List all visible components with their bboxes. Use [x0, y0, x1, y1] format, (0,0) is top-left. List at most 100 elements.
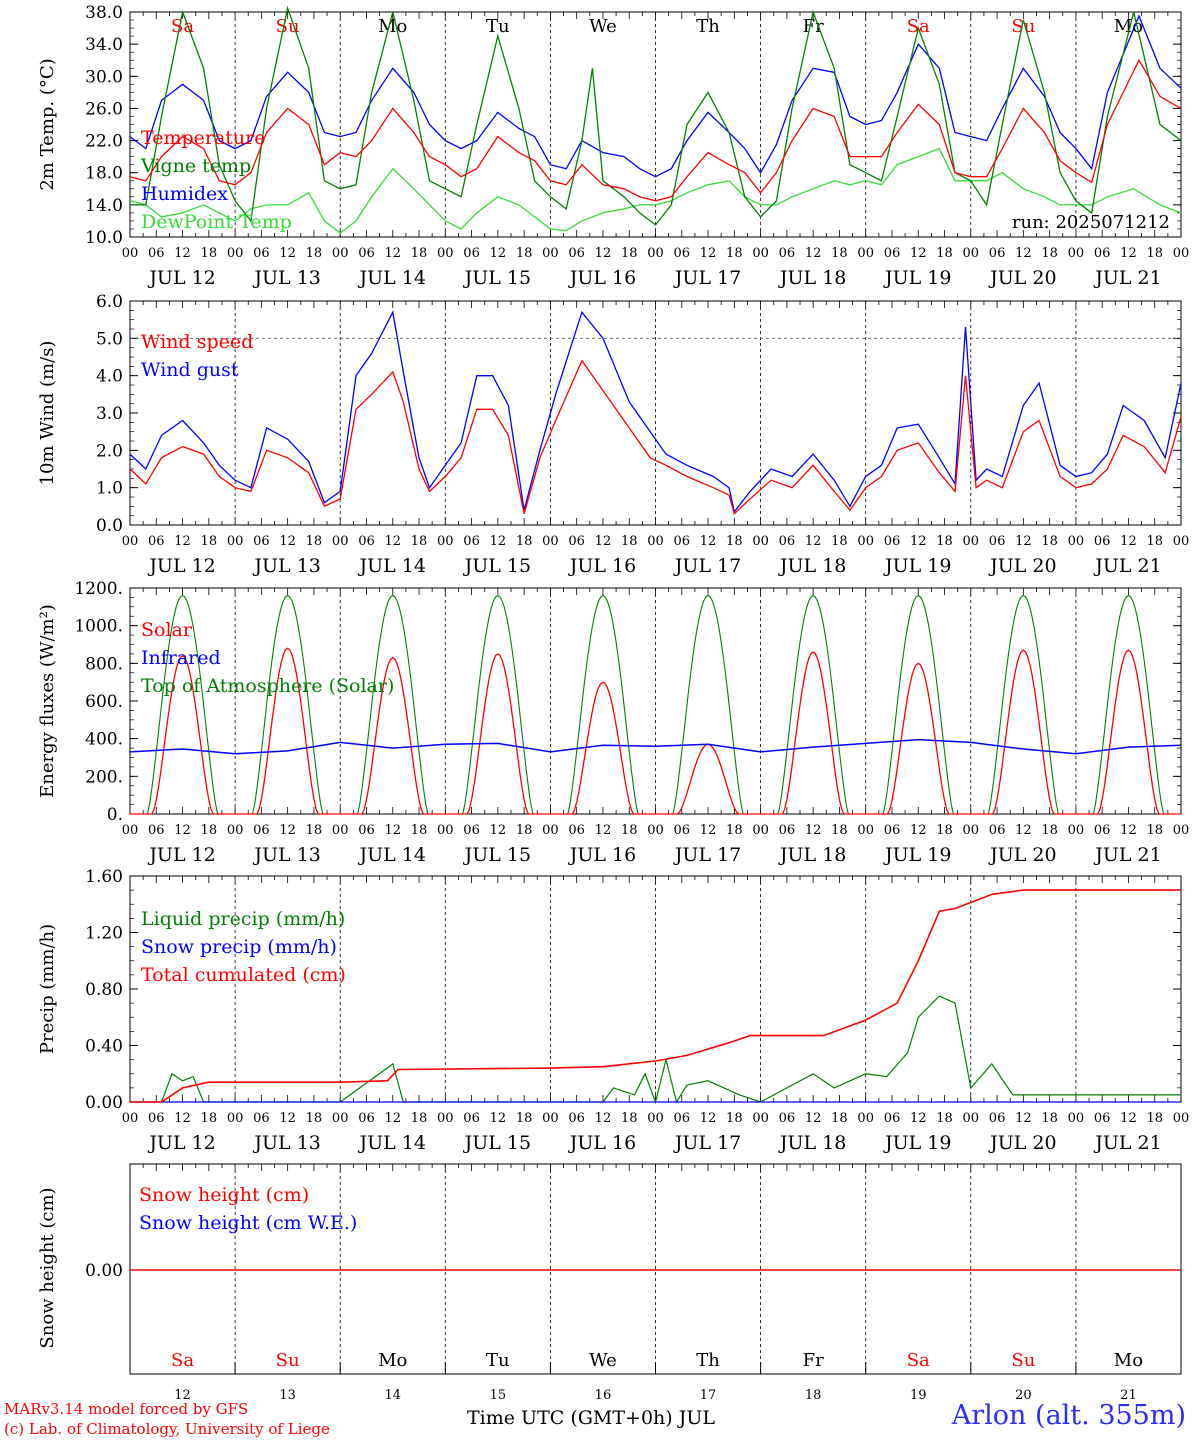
- hour-label: 06: [358, 534, 375, 549]
- weekday-label: We: [589, 1350, 617, 1371]
- hour-label: 06: [674, 246, 691, 261]
- date-label: JUL 15: [463, 555, 531, 577]
- hour-label: 00: [752, 1111, 769, 1126]
- hour-label: 00: [857, 246, 874, 261]
- hour-label: 06: [463, 1111, 480, 1126]
- hour-label: 00: [332, 1111, 349, 1126]
- hour-label: 00: [752, 246, 769, 261]
- legend-entry: Snow height (cm): [139, 1184, 309, 1206]
- date-label: JUL 14: [358, 844, 426, 866]
- weekday-label: Su: [1011, 1350, 1035, 1371]
- date-label: JUL 17: [673, 267, 741, 289]
- y-tick-label: 200.: [85, 767, 123, 787]
- date-label: JUL 13: [252, 1132, 320, 1154]
- series-solar-day: [1075, 649, 1181, 815]
- y-tick-label: 38.0: [85, 3, 123, 23]
- hour-label: 18: [726, 534, 743, 549]
- hour-label: 18: [621, 1111, 638, 1126]
- date-label: JUL 18: [778, 555, 846, 577]
- run-label: run: 2025071212: [1012, 212, 1170, 233]
- date-label: JUL 15: [463, 1132, 531, 1154]
- panel-5: 0.00 Snow height (cm) Snow height (cm) Snow…: [37, 1163, 1182, 1429]
- series-wind-speed: [129, 359, 1182, 516]
- hour-label: 06: [779, 1111, 796, 1126]
- date-label: JUL 21: [1093, 844, 1161, 866]
- hour-label: 18: [516, 823, 533, 838]
- date-label: JUL 19: [883, 1132, 951, 1154]
- hour-label: 18: [936, 1111, 953, 1126]
- y-axis-title: 2m Temp. (°C): [37, 58, 58, 190]
- weekday-label: Su: [276, 16, 300, 37]
- hour-label: 18: [516, 246, 533, 261]
- hour-label: 06: [674, 1111, 691, 1126]
- hour-label: 18: [201, 1111, 218, 1126]
- hour-label: 12: [805, 534, 822, 549]
- hour-label: 12: [174, 534, 191, 549]
- hour-label: 00: [1068, 823, 1085, 838]
- date-label: JUL 15: [463, 267, 531, 289]
- hour-label: 00: [227, 1111, 244, 1126]
- y-tick-label: 14.0: [85, 196, 123, 216]
- weekday-label: Th: [696, 16, 720, 37]
- y-tick-label: 5.0: [96, 329, 123, 349]
- day-number-label: 14: [384, 1388, 401, 1403]
- hour-label: 06: [1094, 534, 1111, 549]
- hour-label: 12: [700, 534, 717, 549]
- legend-entry: Wind speed: [141, 331, 253, 353]
- date-label: JUL 14: [358, 555, 426, 577]
- y-tick-label: 22.0: [85, 132, 123, 152]
- hour-label: 00: [1068, 1111, 1085, 1126]
- weekday-label: Tu: [486, 16, 510, 37]
- panel-frame: [129, 11, 1182, 238]
- legend-entry: Solar: [141, 619, 193, 641]
- hour-label: 06: [358, 1111, 375, 1126]
- y-tick-label: 0.80: [85, 980, 123, 1000]
- hour-label: 12: [174, 246, 191, 261]
- date-label: JUL 18: [778, 267, 846, 289]
- hour-label: 12: [279, 823, 296, 838]
- hour-label: 00: [227, 823, 244, 838]
- legend-entry: Top of Atmosphere (Solar): [141, 675, 394, 697]
- panel-1: 10.0 14.0 18.0 22.0 26.0 30.0 34.0 38.0 2m Temp.…: [37, 3, 1189, 289]
- series-solar-day: [445, 653, 551, 815]
- hour-label: 00: [857, 1111, 874, 1126]
- hour-label: 12: [1015, 534, 1032, 549]
- date-label: JUL 18: [778, 844, 846, 866]
- legend-entry: Snow height (cm W.E.): [139, 1212, 357, 1234]
- hour-label: 18: [201, 246, 218, 261]
- hour-label: 06: [779, 823, 796, 838]
- hour-label: 12: [1120, 823, 1137, 838]
- hour-label: 12: [490, 246, 507, 261]
- hour-label: 12: [279, 1111, 296, 1126]
- hour-label: 18: [1041, 246, 1058, 261]
- panel-3: 0. 200. 400. 600. 800. 1000. 1200. Energy fluxe…: [37, 579, 1189, 866]
- hour-label: 12: [805, 1111, 822, 1126]
- y-tick-label: 0.40: [85, 1037, 123, 1057]
- hour-label: 12: [1120, 246, 1137, 261]
- hour-label: 06: [568, 246, 585, 261]
- hour-label: 00: [542, 823, 559, 838]
- hour-label: 18: [936, 246, 953, 261]
- y-tick-label: 0.00: [85, 1261, 123, 1281]
- date-label: JUL 20: [988, 555, 1056, 577]
- hour-label: 00: [857, 823, 874, 838]
- day-number-label: 19: [910, 1388, 927, 1403]
- hour-label: 06: [148, 534, 165, 549]
- weekday-label: Th: [696, 1350, 720, 1371]
- series-solar-day: [235, 647, 341, 815]
- date-label: JUL 20: [988, 844, 1056, 866]
- series-solar-day: [760, 651, 866, 815]
- date-label: JUL 19: [883, 267, 951, 289]
- hour-label: 18: [936, 823, 953, 838]
- date-label: JUL 21: [1093, 1132, 1161, 1154]
- hour-label: 18: [726, 246, 743, 261]
- y-tick-label: 30.0: [85, 67, 123, 87]
- hour-label: 00: [437, 823, 454, 838]
- hour-label: 18: [831, 823, 848, 838]
- hour-label: 12: [384, 246, 401, 261]
- hour-label: 18: [621, 246, 638, 261]
- hour-label: 00: [1068, 246, 1085, 261]
- series-infrared: [129, 738, 1182, 755]
- hour-label: 00: [122, 246, 139, 261]
